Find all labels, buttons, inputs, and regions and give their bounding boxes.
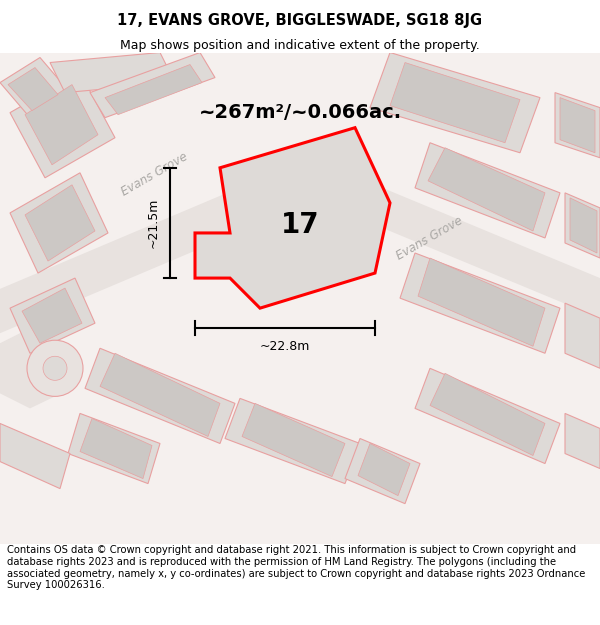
Polygon shape [555,92,600,158]
Polygon shape [415,368,560,464]
Polygon shape [195,127,390,308]
Text: ~22.8m: ~22.8m [260,340,310,353]
Text: Evans Grove: Evans Grove [119,151,191,199]
Polygon shape [370,52,540,152]
Polygon shape [428,148,545,231]
Polygon shape [0,58,70,118]
Polygon shape [358,444,410,496]
Circle shape [27,340,83,396]
Polygon shape [22,288,82,343]
Polygon shape [85,348,235,444]
Polygon shape [415,142,560,238]
Text: 17: 17 [281,211,319,239]
Polygon shape [0,424,70,489]
Polygon shape [80,418,152,479]
Polygon shape [225,398,360,484]
Circle shape [43,356,67,381]
Polygon shape [100,353,220,436]
Polygon shape [345,439,420,504]
Text: Evans Grove: Evans Grove [394,214,466,262]
Polygon shape [105,64,202,114]
Polygon shape [0,158,320,333]
Text: ~21.5m: ~21.5m [147,198,160,248]
Polygon shape [25,185,95,261]
Polygon shape [390,62,520,142]
Polygon shape [8,68,58,111]
Polygon shape [310,158,600,318]
Polygon shape [430,373,545,456]
Text: Contains OS data © Crown copyright and database right 2021. This information is : Contains OS data © Crown copyright and d… [7,546,586,590]
Polygon shape [418,258,545,346]
Polygon shape [10,72,115,178]
Polygon shape [400,253,560,353]
Text: 17, EVANS GROVE, BIGGLESWADE, SG18 8JG: 17, EVANS GROVE, BIGGLESWADE, SG18 8JG [118,13,482,28]
Polygon shape [25,84,98,165]
Polygon shape [10,173,108,273]
Polygon shape [565,303,600,368]
Polygon shape [242,403,345,477]
Polygon shape [565,413,600,469]
Polygon shape [68,413,160,484]
Polygon shape [50,52,175,92]
Polygon shape [565,193,600,258]
Polygon shape [560,98,595,152]
Polygon shape [0,328,55,408]
Text: Map shows position and indicative extent of the property.: Map shows position and indicative extent… [120,39,480,52]
Polygon shape [570,198,597,253]
Text: ~267m²/~0.066ac.: ~267m²/~0.066ac. [199,103,401,122]
Polygon shape [90,52,215,118]
Polygon shape [10,278,95,353]
